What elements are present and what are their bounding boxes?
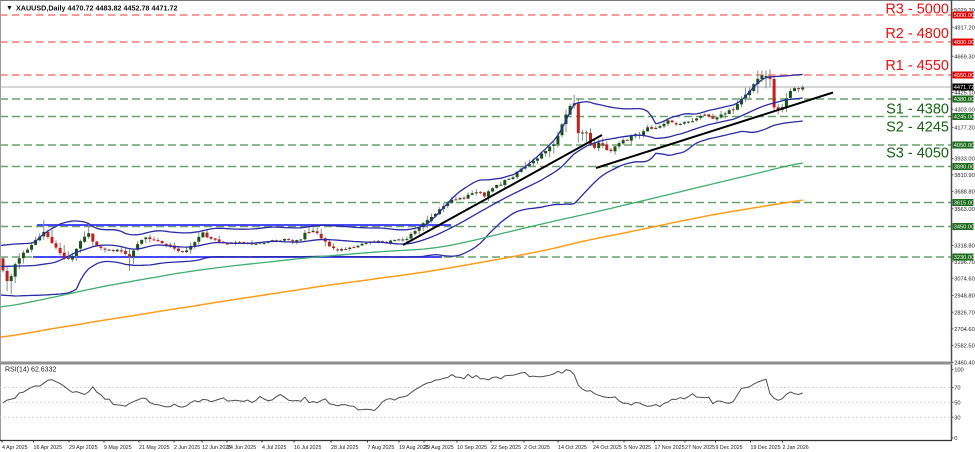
svg-text:5 Nov 2025: 5 Nov 2025 <box>624 445 651 451</box>
svg-text:S2 - 4245: S2 - 4245 <box>886 120 949 136</box>
svg-text:4 Apr 2025: 4 Apr 2025 <box>2 445 28 451</box>
svg-text:16 Apr 2025: 16 Apr 2025 <box>34 445 63 451</box>
svg-text:9 May 2025: 9 May 2025 <box>104 445 132 451</box>
svg-text:29 Apr 2025: 29 Apr 2025 <box>69 445 98 451</box>
svg-text:100: 100 <box>954 368 964 374</box>
svg-text:14 Oct 2025: 14 Oct 2025 <box>558 445 587 451</box>
svg-text:0: 0 <box>954 436 957 442</box>
svg-text:27 Nov 2025: 27 Nov 2025 <box>685 445 715 451</box>
svg-text:RSI(14) 62.6332: RSI(14) 62.6332 <box>5 367 56 374</box>
svg-text:3615.00: 3615.00 <box>954 201 975 207</box>
svg-text:22 Sep 2025: 22 Sep 2025 <box>491 445 521 451</box>
svg-text:28 Jul 2025: 28 Jul 2025 <box>331 445 358 451</box>
svg-text:S1 - 4380: S1 - 4380 <box>886 102 949 118</box>
svg-text:5029.30: 5029.30 <box>954 8 975 14</box>
svg-text:4550.00: 4550.00 <box>954 73 975 79</box>
svg-text:3074.60: 3074.60 <box>954 276 975 282</box>
svg-text:10 Sep 2025: 10 Sep 2025 <box>457 445 487 451</box>
svg-text:30: 30 <box>954 415 960 421</box>
svg-text:4917.20: 4917.20 <box>954 25 975 31</box>
svg-text:4380.00: 4380.00 <box>954 97 975 103</box>
svg-text:4669.30: 4669.30 <box>954 54 975 60</box>
svg-text:16 Jul 2025: 16 Jul 2025 <box>294 445 321 451</box>
svg-text:3688.80: 3688.80 <box>954 190 975 196</box>
svg-text:4177.20: 4177.20 <box>954 126 975 132</box>
svg-text:24 Jun 2025: 24 Jun 2025 <box>227 445 256 451</box>
svg-text:3230.00: 3230.00 <box>954 255 975 261</box>
svg-text:▼: ▼ <box>6 5 13 12</box>
svg-text:9 Dec 2025: 9 Dec 2025 <box>716 445 743 451</box>
svg-text:3563.00: 3563.00 <box>954 207 975 213</box>
svg-text:2948.80: 2948.80 <box>954 294 975 300</box>
svg-text:2 Jun 2025: 2 Jun 2025 <box>174 445 200 451</box>
svg-text:S3 - 4050: S3 - 4050 <box>886 146 949 162</box>
svg-text:7 Aug 2025: 7 Aug 2025 <box>368 445 395 451</box>
svg-text:17 Nov 2025: 17 Nov 2025 <box>655 445 685 451</box>
svg-text:29 Aug 2025: 29 Aug 2025 <box>424 445 454 451</box>
svg-text:2704.60: 2704.60 <box>954 327 975 333</box>
svg-text:4303.00: 4303.00 <box>954 107 975 113</box>
svg-text:5000.00: 5000.00 <box>954 13 975 19</box>
svg-text:50: 50 <box>954 400 960 406</box>
svg-text:4425.10: 4425.10 <box>954 91 975 97</box>
svg-text:4050.00: 4050.00 <box>954 143 975 149</box>
svg-text:4471.72: 4471.72 <box>954 85 975 91</box>
svg-text:3810.90: 3810.90 <box>954 173 975 179</box>
svg-text:XAUUSD,Daily 4470.72 4483.82: XAUUSD,Daily 4470.72 4483.82 4452.78 447… <box>16 4 177 13</box>
svg-text:2460.40: 2460.40 <box>954 361 975 367</box>
svg-text:4245.00: 4245.00 <box>954 115 975 121</box>
svg-text:3196.70: 3196.70 <box>954 260 975 266</box>
svg-text:19 Aug 2025: 19 Aug 2025 <box>399 445 429 451</box>
svg-text:2 Oct 2025: 2 Oct 2025 <box>524 445 550 451</box>
svg-text:12 Jun 2025: 12 Jun 2025 <box>202 445 231 451</box>
svg-text:R2 - 4800: R2 - 4800 <box>885 26 949 42</box>
svg-text:3933.00: 3933.00 <box>954 157 975 163</box>
svg-text:R1 - 4550: R1 - 4550 <box>885 58 949 74</box>
svg-text:24 Oct 2025: 24 Oct 2025 <box>593 445 622 451</box>
svg-text:3318.80: 3318.80 <box>954 244 975 250</box>
svg-text:R3 - 5000: R3 - 5000 <box>885 2 949 18</box>
svg-text:2582.50: 2582.50 <box>954 344 975 350</box>
svg-text:2826.70: 2826.70 <box>954 310 975 316</box>
svg-text:3890.00: 3890.00 <box>954 165 975 171</box>
svg-text:70: 70 <box>954 386 960 392</box>
svg-text:3450.00: 3450.00 <box>954 225 975 231</box>
svg-text:4 Jul 2025: 4 Jul 2025 <box>262 445 286 451</box>
svg-text:4800.00: 4800.00 <box>954 40 975 46</box>
svg-text:19 Dec 2025: 19 Dec 2025 <box>751 445 781 451</box>
svg-text:21 May 2025: 21 May 2025 <box>139 445 170 451</box>
svg-text:2 Jan 2026: 2 Jan 2026 <box>783 445 809 451</box>
